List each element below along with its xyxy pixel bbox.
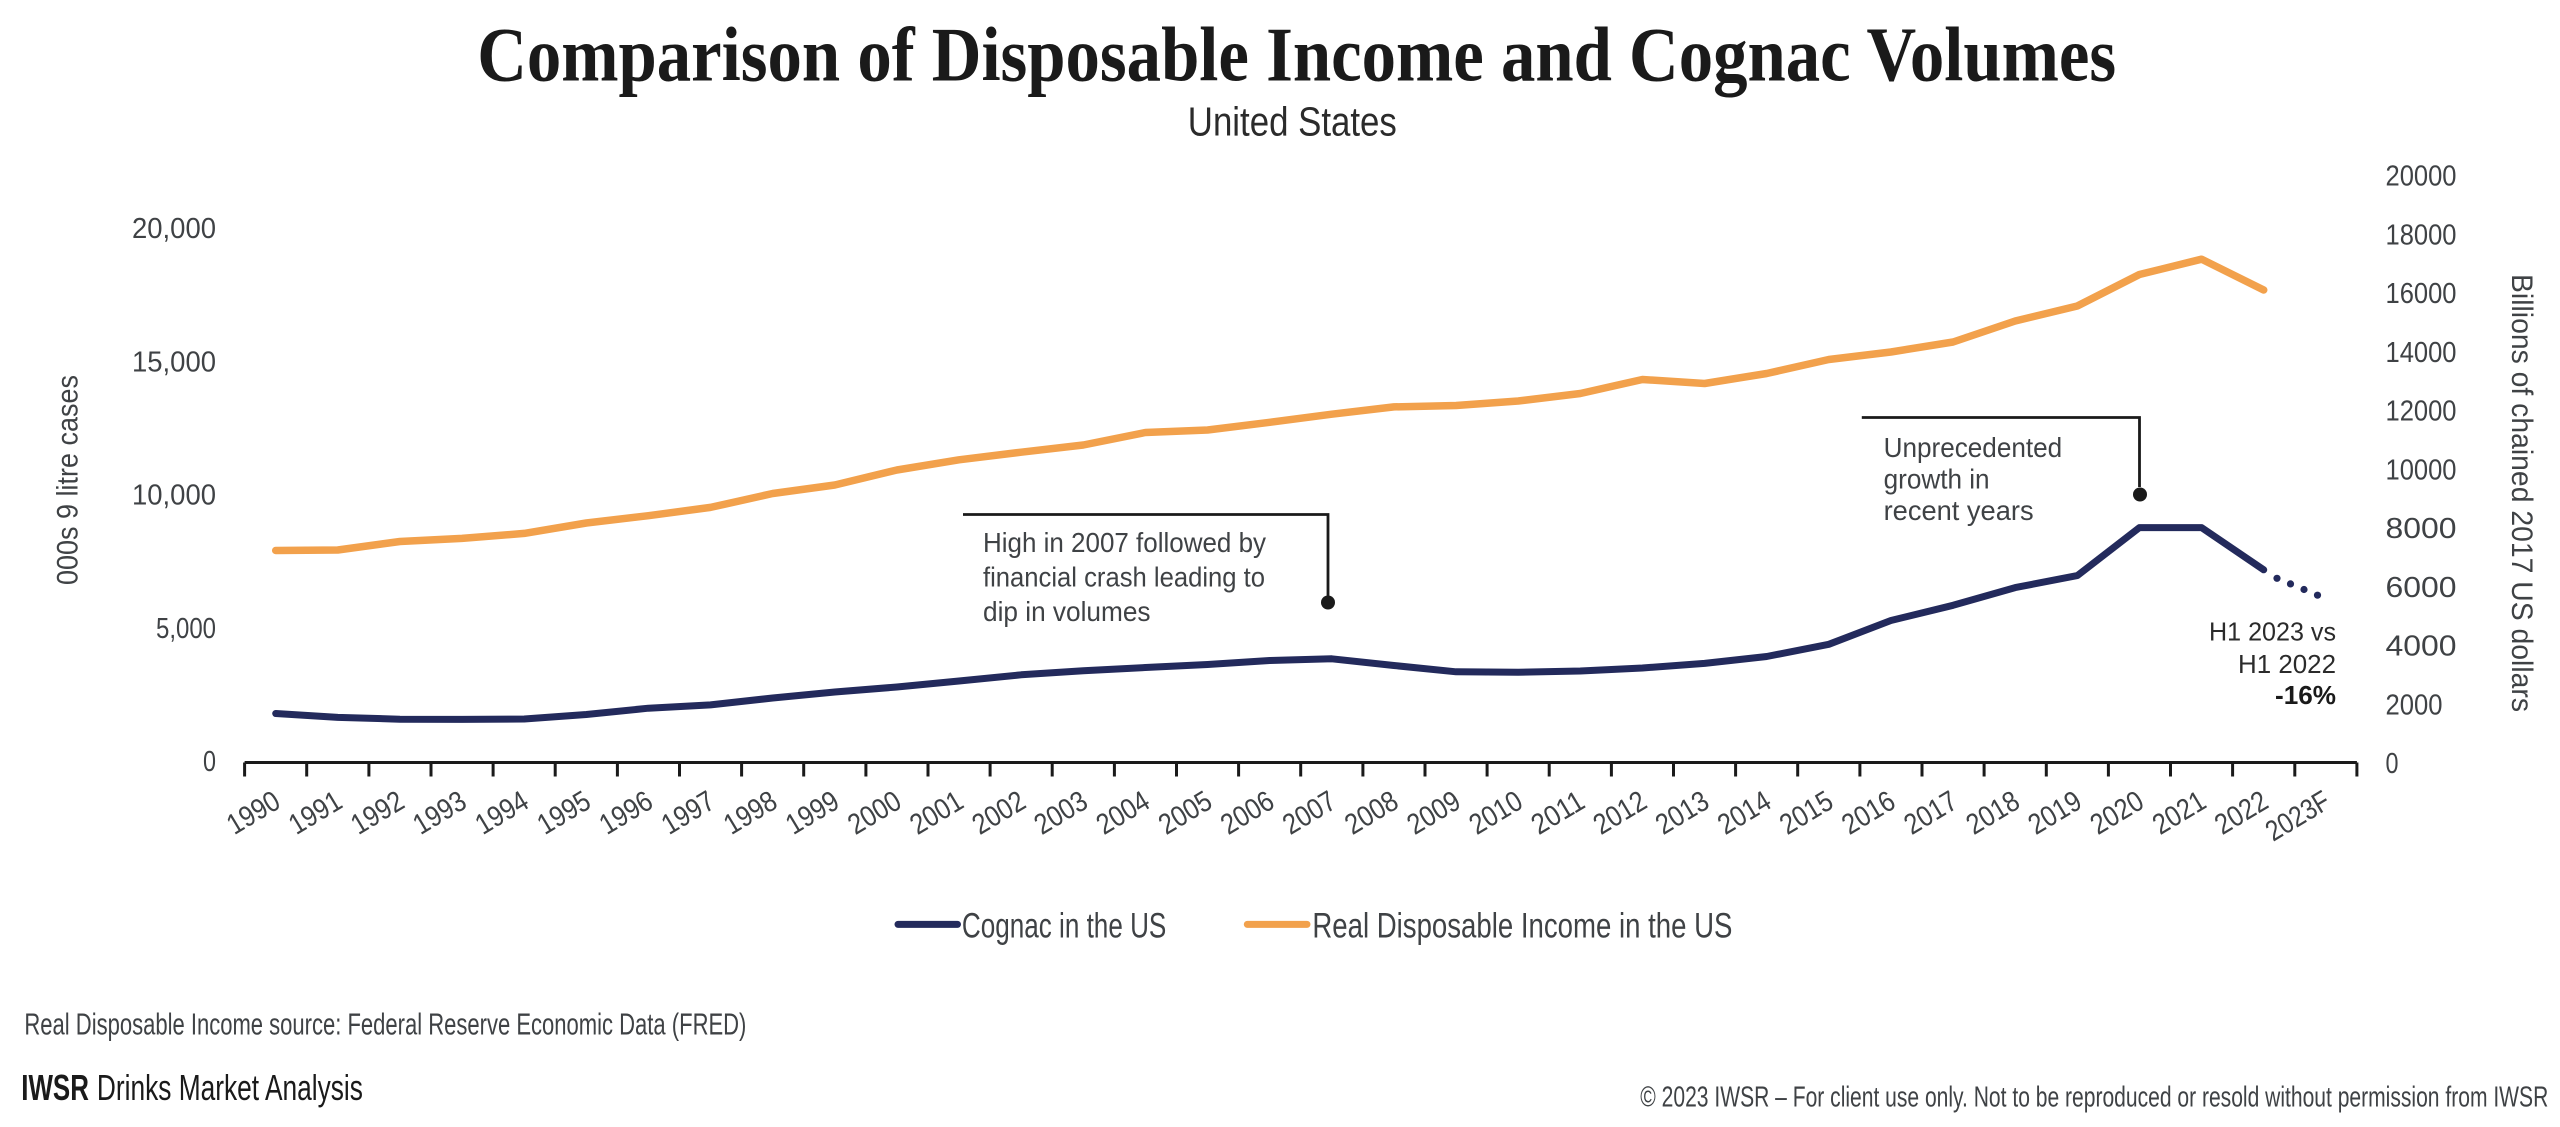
svg-text:© 2023 IWSR – For client use o: © 2023 IWSR – For client use only. Not t…: [1640, 1082, 2548, 1114]
svg-text:Real Disposable Income source:: Real Disposable Income source: Federal R…: [24, 1007, 746, 1042]
svg-text:0: 0: [2386, 748, 2399, 780]
svg-text:6000: 6000: [2386, 572, 2457, 604]
svg-text:-16%: -16%: [2275, 680, 2336, 710]
svg-text:2000: 2000: [2386, 689, 2443, 721]
svg-text:H1 2022: H1 2022: [2238, 649, 2336, 679]
svg-text:15,000: 15,000: [132, 346, 216, 378]
svg-text:000s 9 litre cases: 000s 9 litre cases: [52, 375, 85, 585]
svg-text:United States: United States: [1188, 99, 1397, 145]
svg-text:High in 2007 followed by: High in 2007 followed by: [983, 527, 1266, 558]
svg-text:14000: 14000: [2386, 337, 2457, 369]
svg-text:Cognac in the US: Cognac in the US: [962, 907, 1166, 946]
svg-text:8000: 8000: [2386, 513, 2457, 545]
svg-text:20000: 20000: [2386, 161, 2457, 193]
svg-text:16000: 16000: [2386, 278, 2457, 310]
svg-text:Unprecedented: Unprecedented: [1884, 432, 2063, 463]
svg-text:10000: 10000: [2386, 454, 2457, 486]
svg-text:4000: 4000: [2386, 631, 2457, 663]
svg-text:financial crash leading to: financial crash leading to: [983, 562, 1265, 593]
svg-text:12000: 12000: [2386, 396, 2457, 428]
svg-text:0: 0: [203, 746, 216, 778]
svg-text:10,000: 10,000: [132, 480, 216, 512]
svg-text:18000: 18000: [2386, 219, 2457, 251]
svg-text:20,000: 20,000: [132, 213, 216, 245]
svg-text:dip in volumes: dip in volumes: [983, 596, 1151, 627]
svg-text:recent years: recent years: [1884, 495, 2034, 526]
svg-text:Comparison of Disposable Incom: Comparison of Disposable Income and Cogn…: [477, 12, 2116, 98]
svg-text:H1 2023 vs: H1 2023 vs: [2209, 617, 2336, 647]
svg-text:5,000: 5,000: [156, 613, 216, 645]
svg-text:growth in: growth in: [1884, 463, 1990, 494]
svg-text:Real Disposable Income in the: Real Disposable Income in the US: [1312, 907, 1732, 946]
svg-text:Billions of chained 2017 US do: Billions of chained 2017 US dollars: [2505, 274, 2538, 712]
